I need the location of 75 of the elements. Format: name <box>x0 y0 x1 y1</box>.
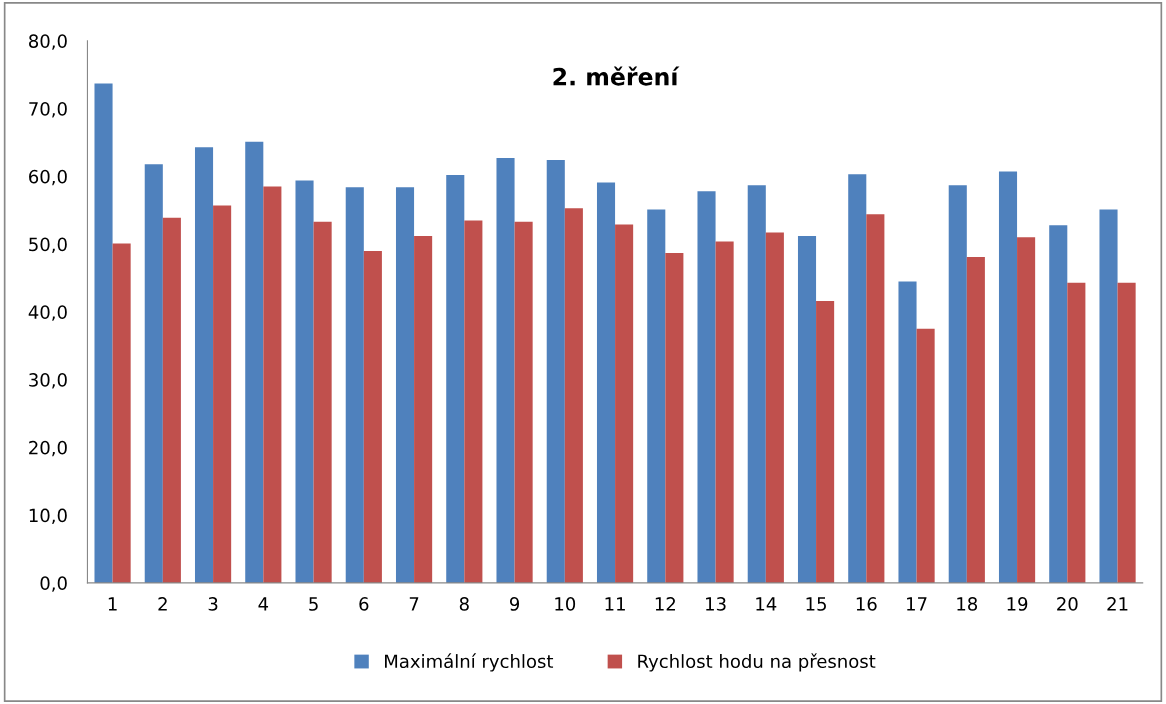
y-tick-label: 70,0 <box>29 102 67 118</box>
x-tick-label: 7 <box>409 597 419 611</box>
bar <box>564 208 583 583</box>
bar <box>615 224 634 583</box>
bar <box>144 164 163 583</box>
bar <box>1067 282 1086 583</box>
x-tick-label: 5 <box>309 597 318 611</box>
x-tick-label: 18 <box>957 597 978 611</box>
x-tick-label: 4 <box>258 597 269 611</box>
x-tick-label: 16 <box>856 597 877 611</box>
bar <box>112 243 131 583</box>
bar <box>697 191 716 583</box>
bar <box>948 185 967 583</box>
bar <box>797 235 817 583</box>
x-tick-label: 13 <box>706 597 726 611</box>
bar <box>245 141 264 583</box>
bar <box>446 175 465 583</box>
bar <box>596 182 616 583</box>
bar <box>345 187 364 583</box>
x-tick-label: 10 <box>555 597 576 611</box>
x-tick-label: 15 <box>806 597 826 611</box>
bar <box>765 232 784 583</box>
bar <box>1017 237 1036 583</box>
text: 2. měření <box>553 66 680 86</box>
legend-label: Rychlost hodu na přesnost <box>638 653 876 672</box>
bar <box>263 186 282 583</box>
y-tick-label: 20,0 <box>29 440 67 457</box>
x-tick-label: 20 <box>1057 597 1078 611</box>
bar <box>194 147 214 583</box>
y-tick-label: 40,0 <box>28 305 67 321</box>
x-tick-label: 11 <box>605 597 625 611</box>
bar <box>395 187 415 583</box>
x-tick-label: 17 <box>907 597 927 611</box>
bar <box>816 301 835 583</box>
bar <box>1117 282 1136 583</box>
y-tick-label: 30,0 <box>29 373 67 389</box>
x-tick-label: 1 <box>108 597 117 611</box>
x-tick-label: 12 <box>655 597 675 611</box>
bar <box>162 217 181 583</box>
bar <box>546 160 565 583</box>
bar <box>313 221 332 583</box>
y-tick-label: 80,0 <box>29 34 67 50</box>
legend-label: Maximální rychlost <box>385 653 554 672</box>
bar <box>848 174 867 583</box>
x-tick-label: 19 <box>1007 597 1028 611</box>
bar <box>464 220 483 583</box>
bar <box>514 221 533 583</box>
x-tick-label: 3 <box>208 597 218 611</box>
bar <box>94 83 113 583</box>
x-tick-label: 6 <box>359 597 369 611</box>
y-tick-label: 0,0 <box>40 576 67 592</box>
x-tick-label: 14 <box>756 597 777 611</box>
x-tick-label: 8 <box>459 597 469 611</box>
bar <box>866 214 885 583</box>
bar <box>665 252 684 583</box>
bar <box>715 241 734 583</box>
bar <box>213 205 232 583</box>
y-tick-label: 60,0 <box>29 169 67 186</box>
x-tick-label: 21 <box>1107 597 1128 611</box>
bar <box>998 171 1018 583</box>
bar <box>1049 225 1068 583</box>
bar <box>747 185 766 583</box>
y-tick-label: 10,0 <box>29 508 67 525</box>
bar <box>414 235 433 583</box>
bar <box>966 256 985 583</box>
x-tick-label: 2 <box>158 597 167 611</box>
bar <box>496 158 515 583</box>
bar <box>647 209 666 583</box>
bar <box>898 281 917 583</box>
bar <box>295 180 314 583</box>
bar <box>363 250 382 583</box>
x-tick-label: 9 <box>509 597 520 611</box>
bar <box>916 328 935 583</box>
y-tick-label: 50,0 <box>29 237 67 254</box>
bar <box>1099 209 1118 583</box>
